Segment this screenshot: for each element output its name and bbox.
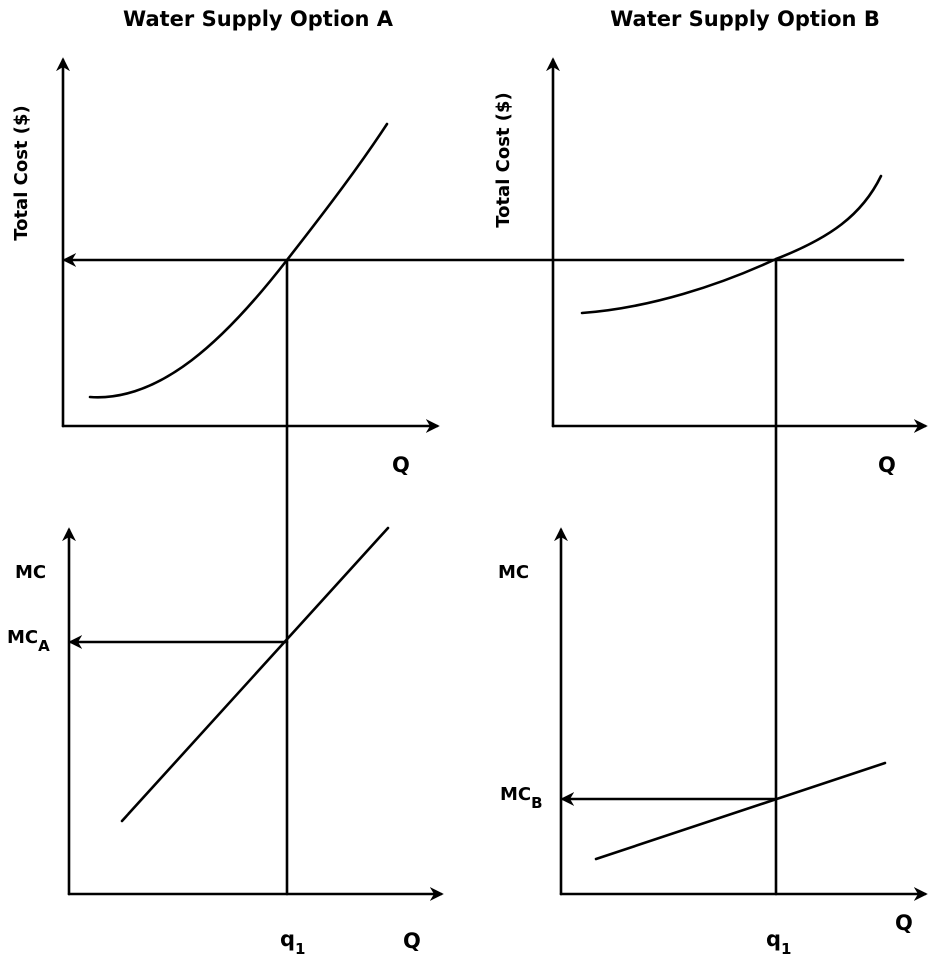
mc-b-q-label: Q <box>895 911 913 935</box>
mc-a-q-label: Q <box>403 929 421 953</box>
tc-b-q-label: Q <box>878 453 896 477</box>
tc-b-curve <box>580 174 883 315</box>
q1-label-a: q1 <box>280 927 305 958</box>
mc-a-axis-label: MC <box>15 562 46 583</box>
mc-a-marker: MCA <box>7 627 50 655</box>
q1-label-b: q1 <box>766 927 791 958</box>
mc-b-axis-label: MC <box>498 562 529 583</box>
tc-a-curve <box>88 122 389 399</box>
mc-b-marker: MCB <box>500 784 543 812</box>
mc-a-line <box>120 526 390 823</box>
mc-chart-a: MC MCA Q q1 <box>7 526 444 958</box>
mc-chart-b: MC MCB Q q1 <box>498 527 928 958</box>
tc-b-axis-label: Total Cost ($) <box>493 92 514 228</box>
tc-a-axis-label: Total Cost ($) <box>11 105 32 241</box>
tc-a-q-label: Q <box>392 453 410 477</box>
mc-b-line <box>594 761 887 861</box>
tc-chart-a: Total Cost ($) Q <box>11 57 440 477</box>
tc-chart-b: Total Cost ($) Q <box>493 57 928 477</box>
title-option-a: Water Supply Option A <box>123 7 394 31</box>
title-option-b: Water Supply Option B <box>610 7 880 31</box>
